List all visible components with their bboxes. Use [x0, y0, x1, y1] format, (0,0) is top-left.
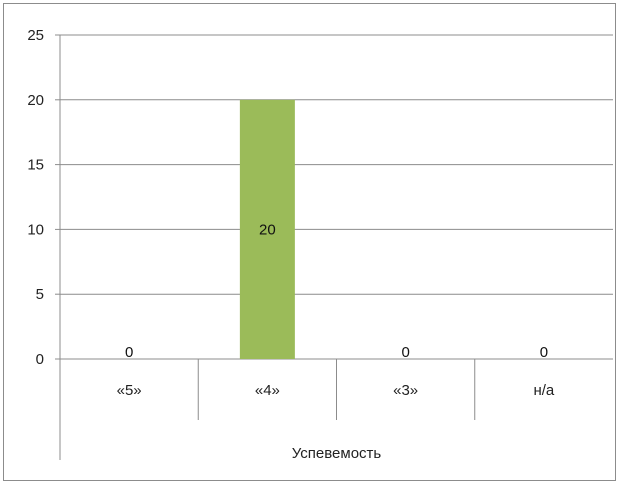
y-axis-ticks: 0 5 10 15 20 25 [27, 27, 60, 368]
y-tick-label: 0 [36, 351, 44, 368]
category-label: «4» [255, 382, 280, 399]
y-tick-label: 15 [27, 157, 44, 174]
y-tick-label: 5 [36, 286, 44, 303]
y-tick-label: 20 [27, 92, 44, 109]
chart-frame [3, 3, 616, 481]
data-label: 0 [540, 344, 548, 361]
y-tick-label: 10 [27, 221, 44, 238]
axes [59, 35, 613, 460]
category-label: н/а [533, 382, 554, 399]
bars [239, 99, 295, 360]
data-label: 20 [259, 221, 276, 238]
data-label: 0 [401, 344, 409, 361]
bar [239, 99, 295, 360]
data-label: 0 [125, 344, 133, 361]
data-labels: 0 20 0 0 [125, 221, 548, 361]
gridlines [60, 34, 613, 295]
y-tick-label: 25 [27, 27, 44, 44]
category-label: «3» [393, 382, 418, 399]
category-label: «5» [117, 382, 142, 399]
x-axis-title: Успевемость [292, 445, 382, 462]
category-labels: «5» «4» «3» н/а [117, 382, 555, 399]
